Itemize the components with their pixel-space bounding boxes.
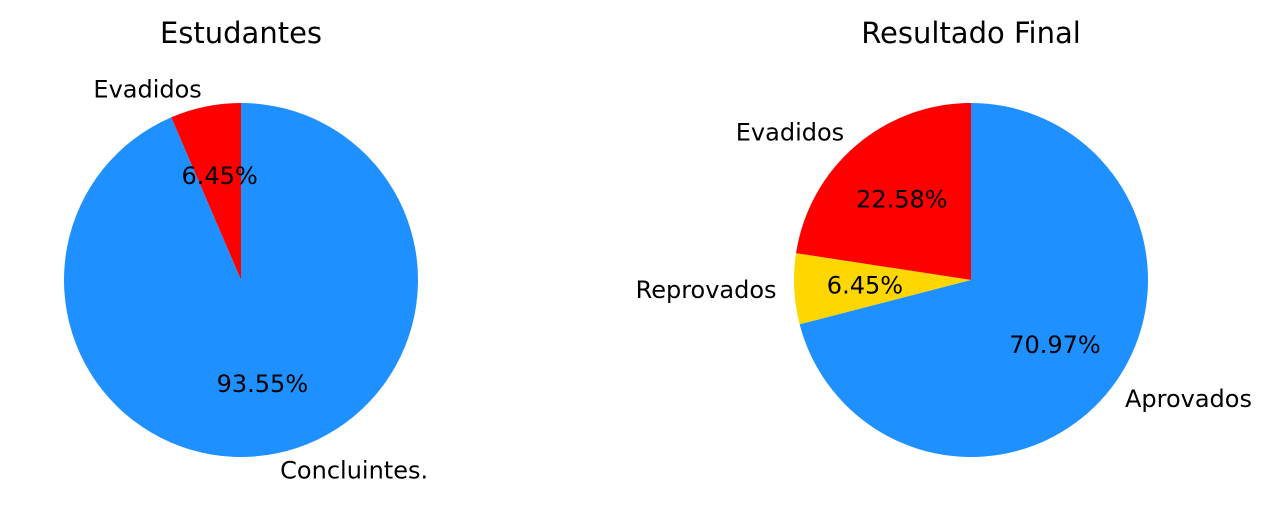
- pie-chart-resultado-final: Resultado Final Evadidos 22.58% Reprovados…: [636, 16, 1252, 458]
- slice-percent-reprovados: 6.45%: [827, 271, 903, 299]
- pie-slice-evadidos: [171, 103, 241, 280]
- slice-percent-aprovados: 70.97%: [1009, 331, 1101, 359]
- slice-label-concluintes: Concluintes.: [280, 457, 428, 485]
- chart-title: Resultado Final: [861, 16, 1081, 50]
- slice-label-evadidos: Evadidos: [736, 118, 844, 146]
- slice-percent-concluintes: 93.55%: [217, 370, 309, 398]
- slice-label-reprovados: Reprovados: [636, 276, 777, 304]
- pie-slice-evadidos: [796, 103, 971, 280]
- pie-slice-reprovados: [794, 253, 971, 325]
- slice-percent-evadidos: 6.45%: [182, 162, 258, 190]
- pie-chart-estudantes: Estudantes Evadidos 6.45% Concluintes. 93.5…: [64, 16, 428, 485]
- pie-slice-aprovados: [799, 103, 1149, 458]
- chart-title: Estudantes: [160, 16, 322, 50]
- slice-percent-evadidos: 22.58%: [856, 185, 948, 213]
- slice-label-aprovados: Aprovados: [1125, 385, 1252, 413]
- slice-label-evadidos: Evadidos: [93, 75, 201, 103]
- pie-slice-concluintes: [64, 103, 419, 457]
